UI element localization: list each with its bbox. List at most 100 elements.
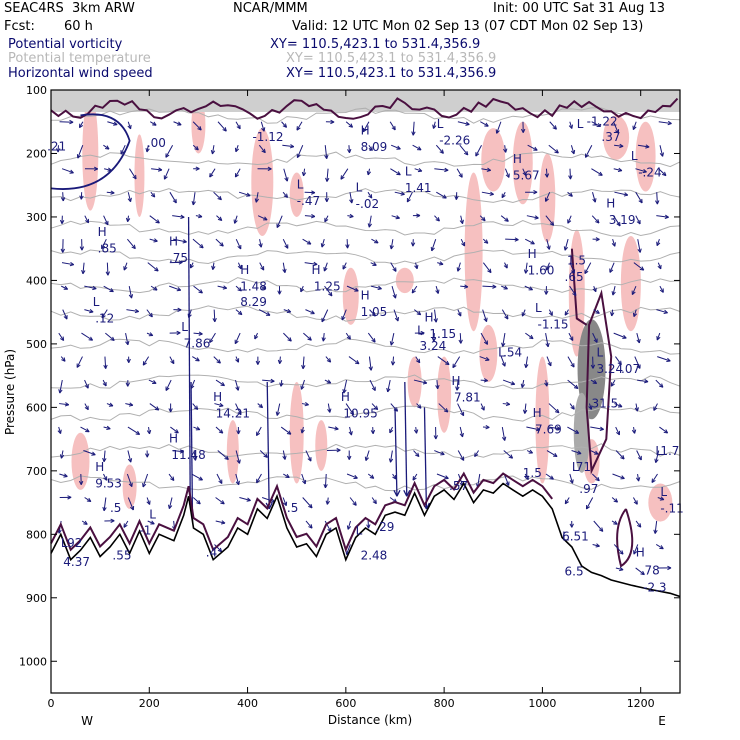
wind-vector-head (69, 261, 75, 267)
wind-vector (591, 121, 601, 127)
wind-vector-head (396, 171, 401, 176)
contour-label: -.02 (356, 197, 379, 211)
wind-vector-head (354, 287, 359, 292)
wind-vector (567, 426, 579, 434)
gray-core-region (577, 319, 606, 420)
wind-vector-head (504, 217, 509, 222)
wind-vector (76, 356, 83, 368)
wind-vector-head (530, 240, 535, 245)
wind-vector-head (528, 286, 533, 291)
contour-label: 10.95 (343, 407, 377, 421)
wind-vector (168, 497, 173, 509)
wind-vector-head (174, 429, 179, 434)
contour-label: .12 (95, 311, 114, 325)
wind-vector (477, 473, 481, 488)
wind-vector-head (219, 242, 224, 247)
wind-vector-head (544, 197, 549, 202)
wind-vector-head (505, 173, 510, 178)
wind-vector-head (480, 406, 485, 411)
wind-vector-head (568, 175, 573, 180)
contour-label: L (660, 485, 667, 499)
wind-vector-head (372, 261, 377, 266)
wind-vector (521, 379, 525, 388)
wind-vector-head (653, 529, 658, 534)
wind-vector-head (417, 168, 423, 173)
wind-vector (259, 262, 265, 271)
y-tick-label: 700 (26, 465, 47, 478)
wind-vector (612, 473, 625, 480)
wind-vector (548, 144, 559, 154)
wind-vector-head (234, 173, 239, 178)
wind-vector (394, 407, 398, 497)
wind-vector (169, 285, 181, 291)
shaded-streak (535, 356, 550, 484)
wind-vector-head (656, 335, 661, 341)
wind-vector (239, 497, 251, 501)
project-title: SEAC4RS 3km ARW (4, 1, 135, 16)
wind-vector-head (301, 171, 307, 177)
wind-vector (456, 380, 459, 391)
wind-vector-head (132, 174, 137, 180)
wind-vector (125, 333, 129, 345)
wind-vector (104, 168, 112, 171)
wind-vector-head (503, 148, 508, 153)
wind-vector-head (611, 242, 616, 247)
wind-vector (296, 145, 304, 158)
wind-vector-head (59, 219, 65, 224)
wind-vector-head (571, 269, 576, 274)
wind-vector-head (146, 429, 152, 435)
wind-vector-head (126, 358, 131, 363)
contour-label: .85 (98, 241, 117, 255)
wind-vector-head (347, 455, 352, 460)
shaded-streak (479, 324, 498, 382)
wind-vector (192, 192, 196, 206)
wind-vector (59, 121, 74, 123)
wind-vector-head (658, 383, 664, 388)
wind-vector (296, 121, 303, 131)
wind-vector-head (56, 148, 61, 153)
wind-vector (283, 168, 288, 182)
wind-vector-head (168, 408, 173, 413)
wind-vector (390, 144, 401, 150)
wind-vector-head (235, 386, 240, 391)
wind-vector-head (195, 357, 200, 362)
wind-vector (282, 262, 286, 273)
wind-vector-head (639, 266, 645, 271)
wind-vector-head (545, 342, 550, 348)
wind-vector-head (613, 520, 618, 525)
wind-vector-head (390, 361, 396, 366)
wind-vector-head (86, 497, 92, 503)
wind-vector (165, 379, 172, 391)
wind-vector (238, 191, 251, 197)
axes-layer: 100 200 300 400 500 600 700 800 900 1000 0 200 400 60… (19, 84, 680, 710)
wind-vector-head (60, 197, 66, 202)
x-axis-west-label: W (81, 714, 93, 728)
wind-vector (438, 403, 449, 413)
wind-vector-head (368, 194, 373, 199)
wind-vector-head (254, 334, 259, 340)
wind-vector (612, 215, 621, 227)
wind-vector (84, 285, 97, 290)
wind-vector-head (461, 242, 466, 247)
contour-label: 6.5 (565, 565, 584, 579)
wind-vector-head (199, 243, 204, 249)
wind-vector-head (656, 241, 661, 247)
wind-vector-head (69, 119, 74, 125)
wind-vector (173, 238, 187, 243)
wind-vector (431, 239, 437, 252)
wind-vector-head (523, 269, 529, 274)
wind-vector-head (368, 146, 373, 151)
wind-vector (481, 168, 491, 171)
wind-vector (259, 239, 262, 248)
wind-vector (341, 309, 347, 321)
wind-vector (413, 379, 427, 384)
wind-vector (615, 450, 625, 460)
wind-vector-head (260, 266, 265, 271)
wind-vector-head (152, 380, 157, 384)
wind-vector-head (400, 191, 405, 196)
wind-vector (283, 473, 290, 478)
wind-vector (459, 426, 464, 438)
wind-vector-head (127, 197, 132, 203)
wind-vector-head (267, 166, 272, 172)
wind-vector-head (590, 364, 596, 369)
